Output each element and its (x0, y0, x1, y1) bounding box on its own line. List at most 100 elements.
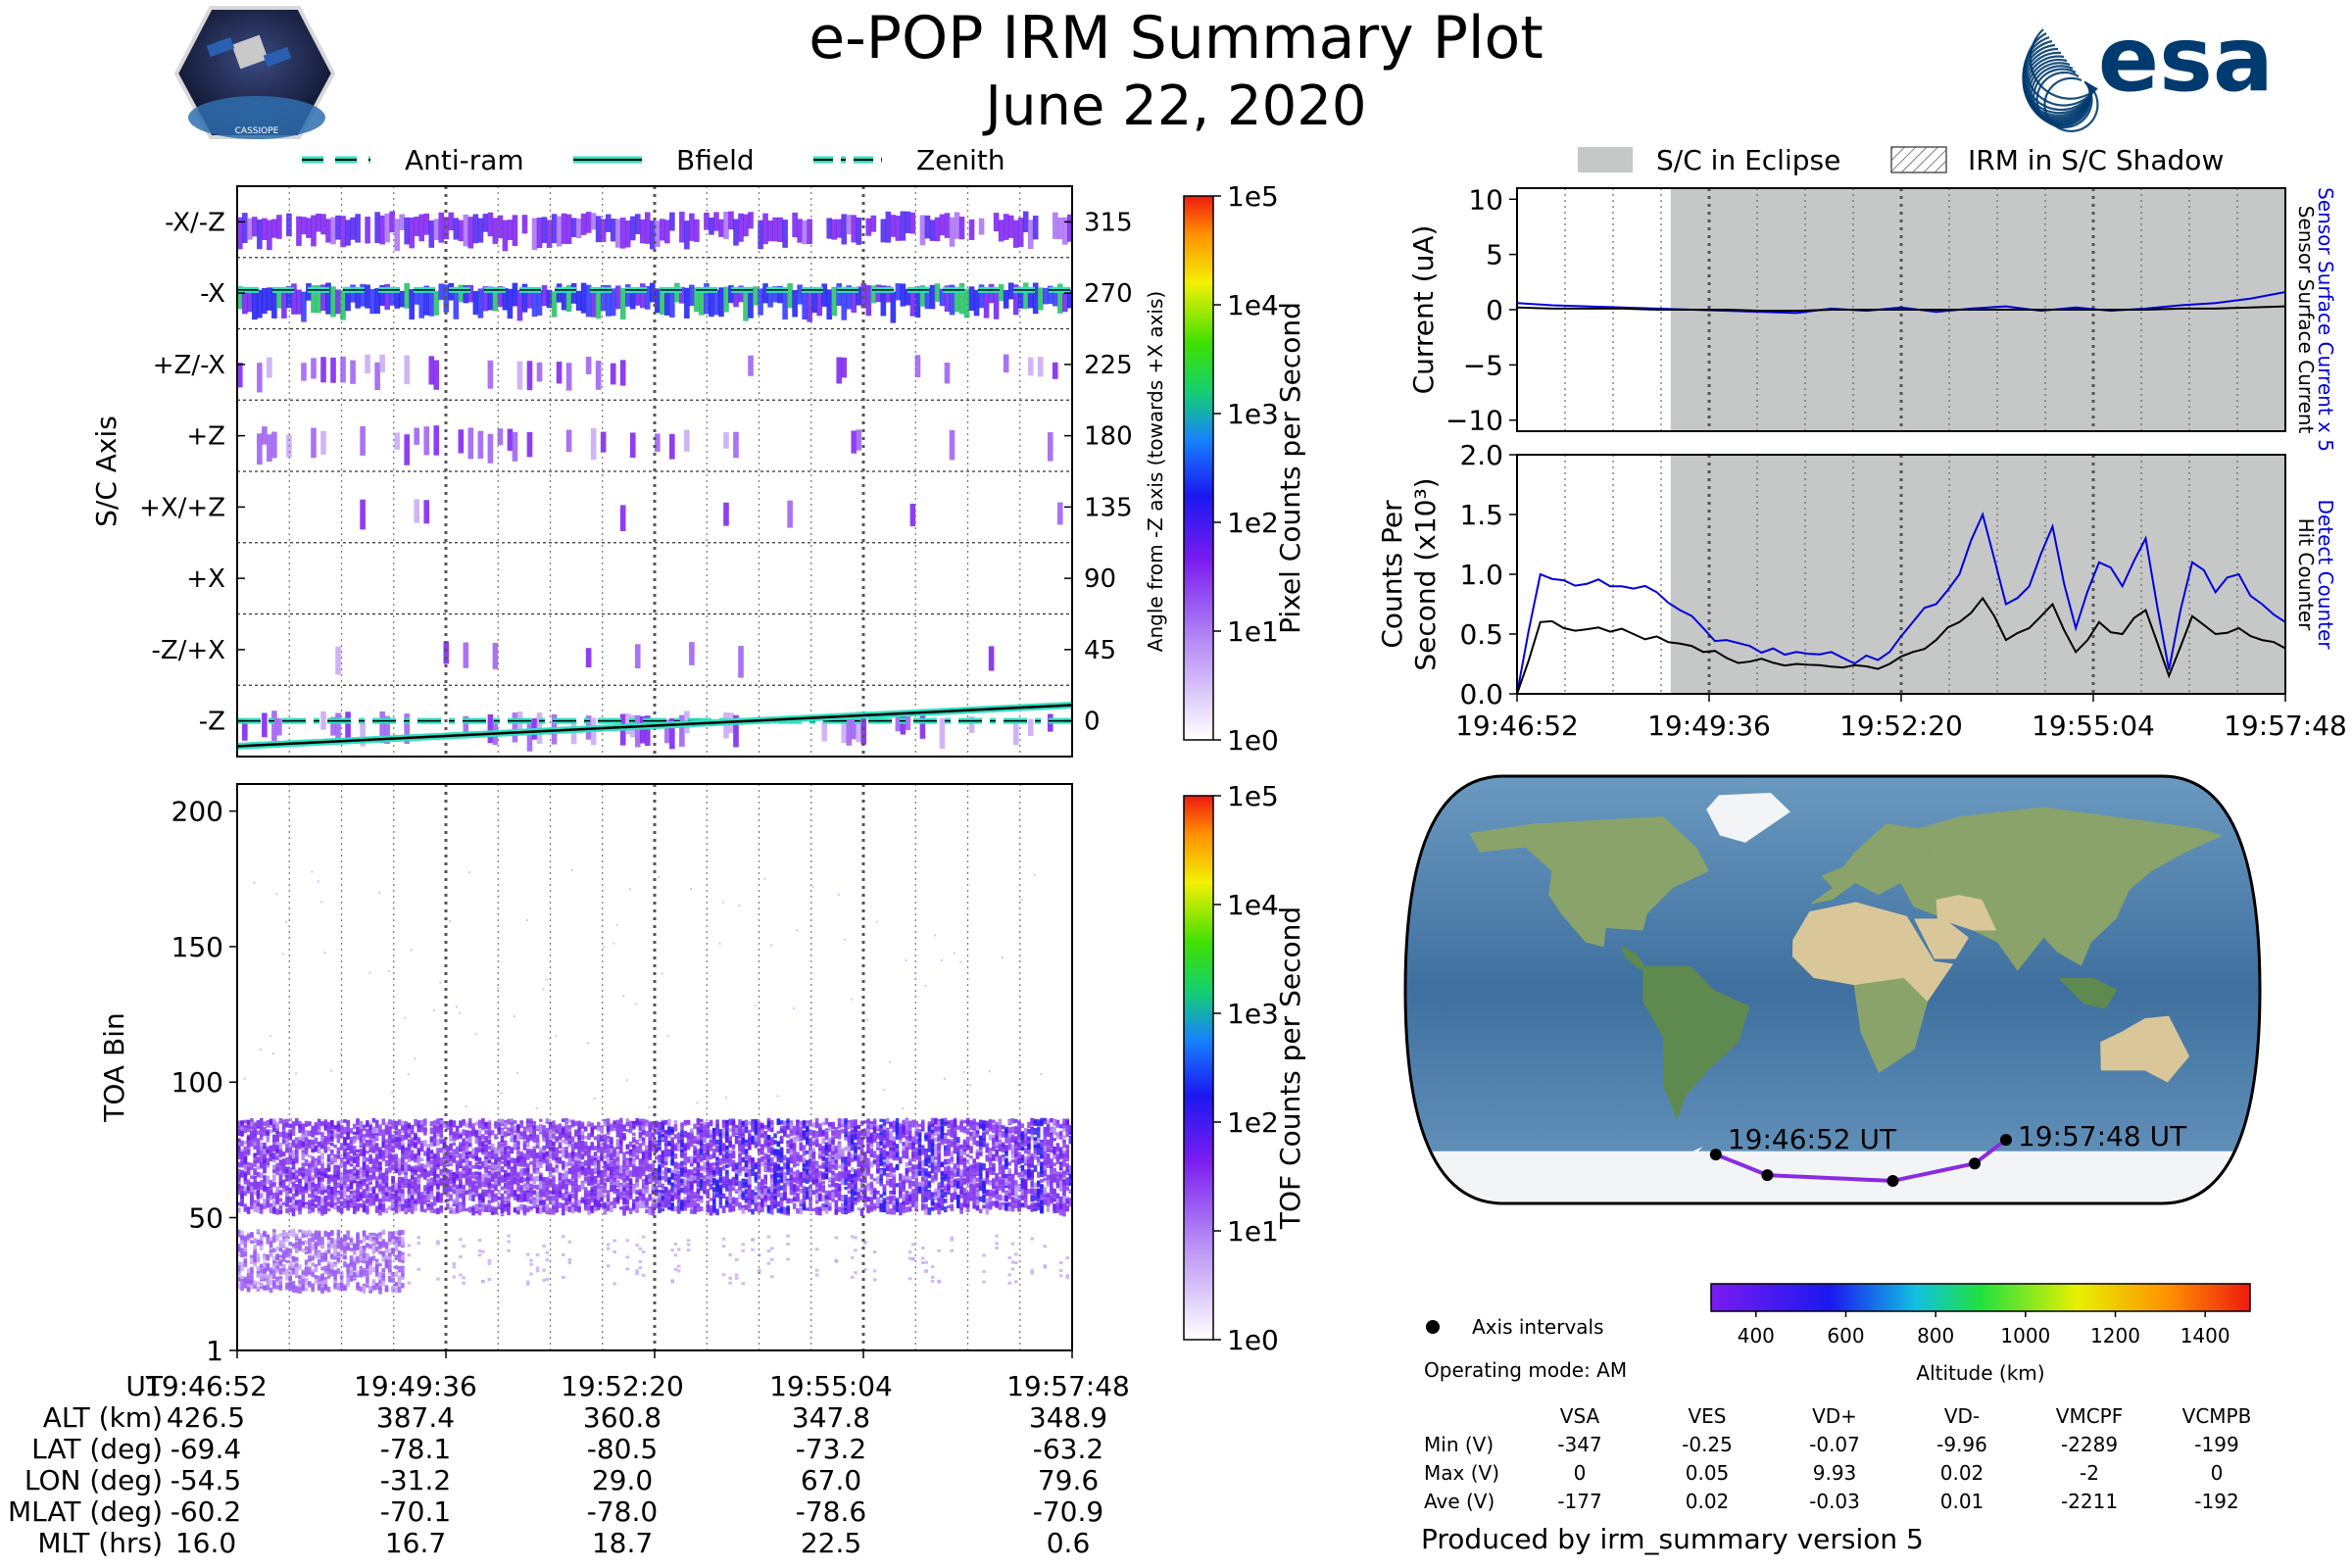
toa-cell (240, 1235, 244, 1240)
heatmap-cell (939, 288, 946, 307)
toa-cell (500, 1151, 505, 1159)
toa-cell (583, 1202, 588, 1209)
toa-cell (291, 1152, 296, 1159)
toa-cell (314, 1274, 318, 1280)
toa-cell (567, 1207, 572, 1212)
toa-cell (388, 1152, 392, 1157)
toa-cell (465, 1166, 469, 1173)
toa-cell (490, 1183, 495, 1189)
toa-cell (253, 1128, 257, 1137)
toa-cell (269, 1151, 273, 1159)
toa-cell (381, 1202, 386, 1206)
toa-cell (304, 1123, 309, 1128)
toa-cell (346, 1172, 350, 1178)
toa-cell (552, 1137, 556, 1141)
toa-cell (561, 1161, 565, 1170)
heatmap-cell (311, 215, 317, 247)
toa-cell (590, 1204, 595, 1211)
toa-cell (641, 1160, 646, 1164)
toa-cell (432, 1181, 437, 1187)
toa-cell (349, 1259, 354, 1265)
toa-cell (362, 1259, 367, 1264)
heatmap-cell (487, 433, 494, 464)
toa-cell (513, 1120, 517, 1124)
toa-cell (610, 1170, 613, 1176)
toa-cell (336, 1192, 341, 1196)
toa-cell (570, 1193, 575, 1199)
toa-cell (317, 1188, 321, 1195)
toa-cell (593, 1166, 598, 1172)
heatmap-cell (1003, 354, 1009, 373)
toa-cell (326, 1191, 331, 1198)
toa-cell (259, 1203, 264, 1211)
toa-cell (401, 1162, 405, 1168)
toa-cell (459, 1120, 463, 1128)
toa-cell (651, 1171, 656, 1176)
toa-cell (272, 1285, 276, 1290)
toa-cell (381, 1273, 386, 1279)
toa-cell (250, 1202, 254, 1209)
toa-cell (285, 1171, 289, 1178)
toa-cell (600, 1202, 604, 1208)
toa-cell (628, 1187, 633, 1195)
toa-cell (487, 1122, 492, 1128)
toa-cell (655, 1189, 659, 1194)
toa-cell (552, 1204, 556, 1210)
toa-cell (570, 1204, 575, 1212)
toa-cell (336, 1147, 341, 1153)
toa-cell (352, 1200, 357, 1204)
toa-cell (655, 1124, 659, 1132)
toa-cell (567, 1135, 572, 1139)
toa-cell (352, 1170, 357, 1174)
heatmap-cell (1042, 287, 1049, 305)
toa-cell (651, 1177, 656, 1183)
toa-cell (670, 1150, 674, 1156)
toa-cell (561, 1252, 565, 1256)
toa-cell (343, 1254, 347, 1260)
toa-cell (590, 1184, 595, 1188)
toa-cell (507, 1151, 511, 1158)
toa-cell (237, 1175, 241, 1183)
toa-cell (288, 1123, 293, 1128)
toa-cell (275, 1123, 279, 1129)
toa-cell (439, 1130, 444, 1137)
toa-cell (459, 1160, 463, 1168)
heatmap-cell (733, 431, 739, 459)
toa-cell (343, 1136, 347, 1145)
heatmap-cell (900, 211, 906, 241)
toa-cell (246, 1232, 251, 1236)
toa-cell (635, 1269, 639, 1273)
toa-cell (359, 1121, 364, 1129)
toa-cell (362, 1287, 367, 1295)
toa-cell (266, 1119, 270, 1128)
toa-cell (368, 1193, 372, 1198)
toa-cell (317, 1177, 321, 1182)
heatmap-cell (350, 284, 356, 303)
toa-cell (362, 1246, 367, 1252)
heatmap-cell (669, 433, 675, 460)
toa-cell (343, 1152, 347, 1156)
toa-cell (600, 1127, 604, 1135)
toa-cell (275, 1285, 279, 1290)
toa-cell (394, 1120, 399, 1125)
toa-cell (391, 1271, 395, 1277)
heatmap-cell (748, 212, 754, 229)
toa-cell (378, 1250, 382, 1254)
toa-cell (615, 1193, 620, 1198)
toa-cell (326, 1187, 331, 1196)
heatmap-cell (846, 716, 853, 746)
toa-cell (462, 1138, 466, 1147)
toa-cell (240, 1230, 244, 1236)
toa-cell (336, 1251, 341, 1257)
toa-cell (291, 1281, 296, 1287)
toa-cell (641, 1193, 646, 1200)
toa-cell (535, 1145, 540, 1149)
heatmap-cell (286, 286, 292, 309)
toa-cell (259, 1153, 264, 1159)
toa-cell (462, 1158, 466, 1163)
toa-cell (577, 1127, 581, 1135)
toa-speck (281, 953, 284, 956)
toa-cell (388, 1198, 392, 1202)
toa-cell (394, 1182, 399, 1190)
toa-cell (490, 1206, 495, 1212)
